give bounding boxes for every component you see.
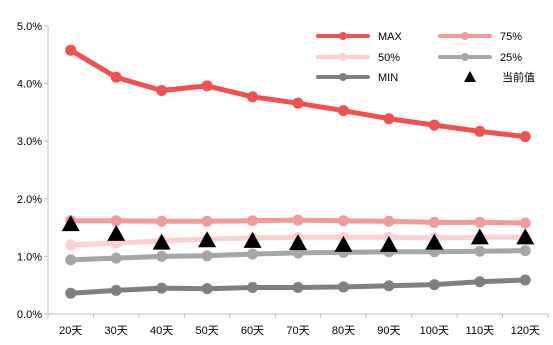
legend-marker — [464, 71, 476, 82]
series-point — [201, 80, 213, 92]
x-tick-label: 70天 — [286, 325, 309, 337]
series-point — [292, 214, 304, 226]
y-tick-label: 0.0% — [17, 309, 42, 321]
series-point — [65, 44, 77, 56]
series-point — [428, 279, 440, 291]
y-tick-label: 1.0% — [17, 251, 42, 263]
legend-label: 当前值 — [502, 70, 535, 84]
legend-marker — [461, 32, 469, 40]
series-point — [383, 280, 395, 292]
series-point — [383, 113, 395, 125]
legend-marker — [339, 53, 347, 61]
series-point — [474, 216, 486, 228]
legend-marker — [339, 73, 347, 81]
x-tick-label: 40天 — [150, 325, 173, 337]
series-point — [201, 250, 213, 262]
legend-item: 50% — [316, 52, 400, 64]
series-point — [474, 245, 486, 257]
series-point — [247, 248, 259, 260]
legend-item: 25% — [438, 52, 522, 64]
legend-label: MAX — [378, 31, 403, 43]
series-point — [156, 250, 168, 262]
current-value-marker — [61, 215, 80, 232]
series-6 — [61, 215, 535, 252]
series-point — [292, 247, 304, 259]
axes — [47, 26, 548, 315]
series-point — [474, 276, 486, 288]
current-value-marker — [470, 228, 489, 245]
x-axis-ticks: 20天 30天 40天 50天 60天 70天 80天 90天 100天 110天 120天 — [47, 314, 549, 337]
series-point — [428, 216, 440, 228]
series-line — [68, 47, 528, 140]
current-value-marker — [107, 224, 126, 241]
series-point — [519, 217, 531, 229]
series-point — [110, 252, 122, 264]
legend-label: 50% — [378, 52, 400, 64]
x-tick-label: 90天 — [377, 325, 400, 337]
series-1 — [65, 44, 531, 143]
current-value-marker — [516, 228, 535, 245]
y-tick-label: 3.0% — [17, 136, 42, 148]
x-tick-label: 100天 — [420, 325, 449, 337]
series-point — [337, 281, 349, 293]
x-tick-label: 30天 — [105, 325, 128, 337]
series-point — [156, 85, 168, 97]
series-point — [65, 239, 77, 251]
series-point — [65, 254, 77, 266]
series-4 — [65, 245, 531, 266]
current-value-marker — [198, 231, 217, 248]
series-point — [110, 71, 122, 83]
series-point — [247, 215, 259, 227]
legend-item: 75% — [438, 31, 522, 43]
y-axis-ticks: 0.0% 1.0% 2.0% 3.0% 4.0% 5.0% — [17, 21, 48, 321]
current-value-marker — [379, 235, 398, 252]
series-point — [519, 131, 531, 143]
x-tick-label: 80天 — [332, 325, 355, 337]
series-point — [201, 215, 213, 227]
y-tick-label: 5.0% — [17, 21, 42, 33]
current-value-marker — [243, 231, 262, 248]
series-point — [519, 274, 531, 286]
legend-marker — [339, 32, 347, 40]
legend-label: 75% — [500, 31, 522, 43]
current-value-marker — [289, 234, 307, 251]
x-tick-label: 50天 — [195, 325, 218, 337]
series-point — [110, 215, 122, 227]
series-point — [156, 215, 168, 227]
series-2 — [65, 214, 531, 229]
series-point — [65, 287, 77, 299]
legend-item: MIN — [316, 72, 398, 84]
series-point — [337, 105, 349, 117]
y-tick-label: 4.0% — [17, 79, 42, 91]
series-point — [337, 215, 349, 227]
legend-label: MIN — [378, 72, 398, 84]
x-tick-label: 110天 — [466, 325, 495, 337]
series-point — [474, 125, 486, 137]
current-value-marker — [334, 235, 353, 252]
legend-item: 当前值 — [464, 70, 535, 84]
legend: MAX 75% 50% 25% MIN 当前值 — [316, 31, 535, 84]
series-point — [201, 283, 213, 295]
series-point — [110, 284, 122, 296]
plot-area — [61, 44, 535, 299]
legend-label: 25% — [500, 52, 522, 64]
series-point — [247, 91, 259, 103]
series-5 — [65, 274, 531, 299]
x-tick-label: 20天 — [59, 325, 82, 337]
x-tick-label: 120天 — [511, 325, 540, 337]
series-point — [519, 245, 531, 257]
series-point — [292, 97, 304, 109]
series-point — [292, 282, 304, 294]
series-point — [247, 282, 259, 294]
series-point — [156, 282, 168, 294]
current-value-marker — [152, 233, 171, 250]
y-tick-label: 2.0% — [17, 194, 42, 206]
x-tick-label: 60天 — [241, 325, 264, 337]
series-point — [428, 119, 440, 131]
series-point — [383, 215, 395, 227]
legend-marker — [461, 53, 469, 61]
legend-item: MAX — [316, 31, 403, 43]
current-value-marker — [425, 233, 444, 250]
